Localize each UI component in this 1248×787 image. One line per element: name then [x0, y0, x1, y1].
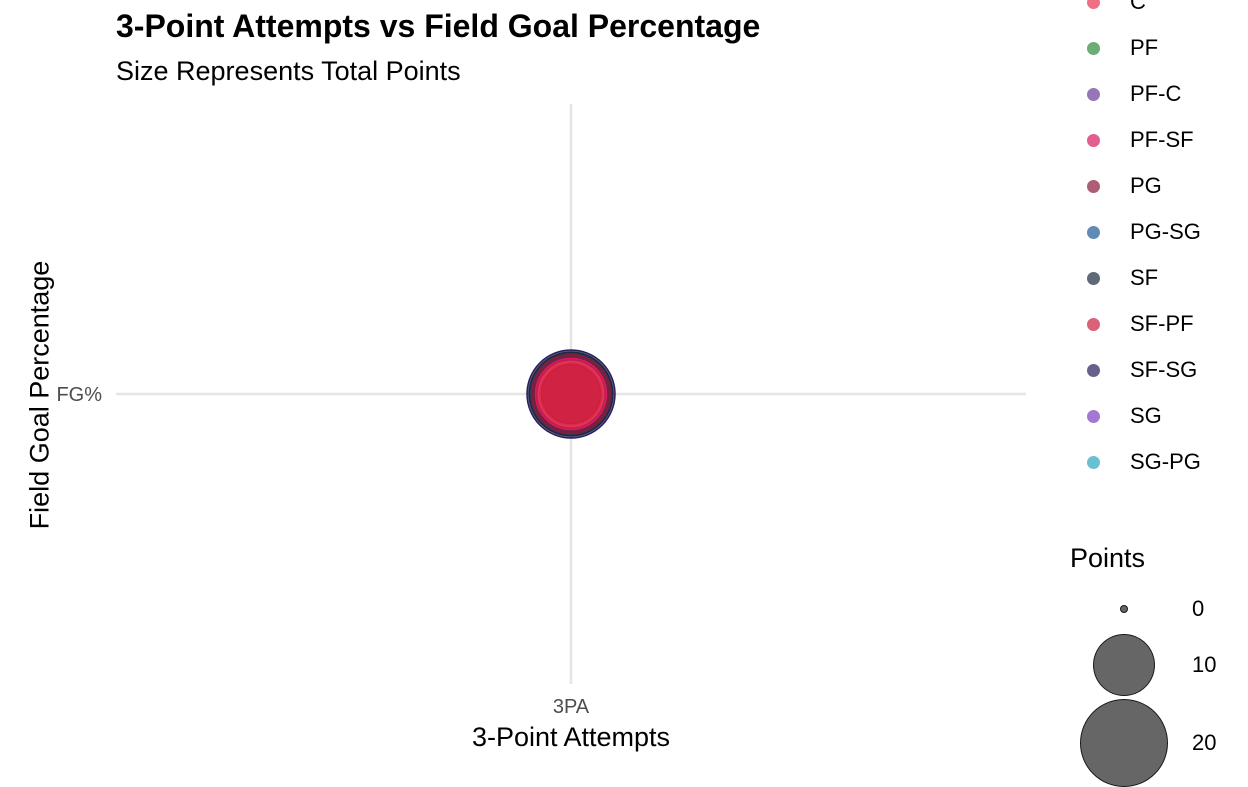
- legend-label: PF-C: [1130, 81, 1182, 106]
- legend-item-pg: PG: [1080, 171, 1248, 201]
- legend-label: SG-PG: [1130, 449, 1201, 474]
- chart-title: 3-Point Attempts vs Field Goal Percentag…: [116, 8, 761, 44]
- tick-labels: 3PA FG%: [56, 384, 589, 718]
- legend-item-pg-sg: PG-SG: [1080, 217, 1248, 247]
- size-legend-label: 0: [1192, 596, 1205, 621]
- legend-key-dot: [1087, 318, 1100, 331]
- legend-item-sf: SF: [1080, 263, 1248, 293]
- legend-label: SF: [1130, 265, 1159, 290]
- legend-item-sf-sg: SF-SG: [1080, 355, 1248, 385]
- legend-item-pf-c: PF-C: [1080, 79, 1248, 109]
- legend-key-dot: [1087, 364, 1100, 377]
- size-legend-title: Points: [1070, 543, 1146, 573]
- legend-key-dot: [1087, 134, 1100, 147]
- legend-key-dot: [1087, 226, 1100, 239]
- size-legend-circle: [1092, 633, 1156, 697]
- size-legend-item-20: 20: [1070, 699, 1248, 787]
- legend-label: PG: [1130, 173, 1162, 198]
- legend-key-dot: [1087, 272, 1100, 285]
- legend-label: SG: [1130, 403, 1162, 428]
- legend-item-sg-pg: SG-PG: [1080, 447, 1248, 477]
- size-legend-label: 10: [1192, 652, 1217, 677]
- legend-key-dot: [1087, 410, 1100, 423]
- legend-key-dot: [1087, 88, 1100, 101]
- legend-item-c: C: [1080, 0, 1248, 17]
- size-legend-circle: [1120, 605, 1128, 613]
- size-legend-circle: [1080, 699, 1168, 787]
- y-tick-label: FG%: [56, 384, 102, 406]
- legend-key-dot: [1087, 456, 1100, 469]
- legend-key-dot: [1087, 42, 1100, 55]
- size-legend-label: 20: [1192, 730, 1217, 755]
- legend-key-dot: [1087, 0, 1100, 9]
- point-sf-pf: [540, 363, 602, 425]
- data-points: [526, 349, 616, 439]
- plot-area: 3PA FG%: [56, 104, 1026, 718]
- x-axis-label: 3-Point Attempts: [471, 722, 671, 752]
- legend-item-pf-sf: PF-SF: [1080, 125, 1248, 155]
- legend-label: PF: [1130, 35, 1159, 60]
- x-tick-label: 3PA: [553, 696, 590, 718]
- legend-label: SF-SG: [1130, 357, 1198, 382]
- size-legend-item-10: 10: [1070, 625, 1248, 705]
- legend-label: C: [1130, 0, 1146, 14]
- size-legend-item-0: 0: [1070, 569, 1248, 649]
- chart-subtitle: Size Represents Total Points: [116, 56, 461, 86]
- legend-key-dot: [1087, 180, 1100, 193]
- legend-item-pf: PF: [1080, 33, 1248, 63]
- legend-item-sg: SG: [1080, 401, 1248, 431]
- legend-label: PG-SG: [1130, 219, 1201, 244]
- legend-item-sf-pf: SF-PF: [1080, 309, 1248, 339]
- legend-label: SF-PF: [1130, 311, 1194, 336]
- legend-label: PF-SF: [1130, 127, 1194, 152]
